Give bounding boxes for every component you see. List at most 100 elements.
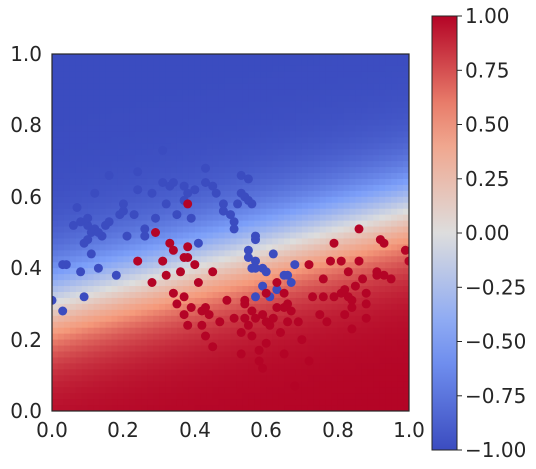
surface-cell xyxy=(224,321,232,329)
surface-cell xyxy=(93,173,101,180)
surface-cell xyxy=(52,190,59,198)
surface-cell xyxy=(194,250,202,257)
surface-cell xyxy=(171,393,178,400)
surface-cell xyxy=(242,167,249,174)
surface-cell xyxy=(242,220,249,228)
surface-cell xyxy=(307,303,315,311)
surface-cell xyxy=(171,339,178,347)
surface-cell xyxy=(391,125,398,132)
surface-cell xyxy=(367,375,374,382)
surface-cell xyxy=(230,54,238,61)
surface-cell xyxy=(385,173,392,180)
surface-cell xyxy=(307,375,315,382)
surface-cell xyxy=(367,89,374,97)
surface-cell xyxy=(141,202,148,210)
surface-cell xyxy=(218,173,226,180)
surface-cell xyxy=(165,226,172,234)
surface-cell xyxy=(194,387,202,394)
surface-cell xyxy=(69,238,77,245)
surface-cell xyxy=(69,280,77,287)
surface-cell xyxy=(278,119,285,126)
surface-cell xyxy=(397,387,404,394)
surface-cell xyxy=(165,387,172,394)
surface-cell xyxy=(182,327,190,335)
surface-cell xyxy=(212,196,220,204)
surface-cell xyxy=(266,345,273,353)
surface-cell xyxy=(93,286,101,293)
surface-cell xyxy=(200,155,208,162)
colorbar-tick-label: 0.50 xyxy=(465,113,510,137)
surface-cell xyxy=(159,65,166,73)
surface-cell xyxy=(242,345,249,353)
surface-cell xyxy=(230,333,238,341)
surface-cell xyxy=(75,125,83,132)
surface-cell xyxy=(200,238,208,245)
surface-cell xyxy=(200,173,208,180)
surface-cell xyxy=(117,143,124,150)
surface-cell xyxy=(87,125,95,132)
surface-cell xyxy=(224,113,232,121)
surface-cell xyxy=(218,214,226,222)
surface-cell xyxy=(147,345,154,353)
surface-cell xyxy=(248,107,255,115)
surface-cell xyxy=(123,54,130,61)
surface-cell xyxy=(331,155,339,162)
surface-cell xyxy=(230,286,238,293)
surface-cell xyxy=(284,137,291,144)
surface-cell xyxy=(355,59,362,67)
surface-cell xyxy=(135,54,142,61)
surface-cell xyxy=(355,95,362,103)
surface-cell xyxy=(129,125,136,132)
surface-cell xyxy=(290,292,297,299)
surface-cell xyxy=(266,101,273,109)
surface-cell xyxy=(313,202,321,210)
surface-cell xyxy=(93,83,101,91)
surface-cell xyxy=(230,309,238,317)
point-blue xyxy=(118,206,128,216)
surface-cell xyxy=(135,149,142,156)
surface-cell xyxy=(379,54,386,61)
surface-cell xyxy=(147,131,154,138)
surface-cell xyxy=(188,387,196,394)
surface-cell xyxy=(319,369,327,376)
surface-cell xyxy=(367,143,374,150)
surface-cell xyxy=(266,167,273,174)
surface-cell xyxy=(248,101,255,109)
surface-cell xyxy=(212,369,220,376)
surface-cell xyxy=(93,113,101,121)
surface-cell xyxy=(236,399,243,406)
surface-cell xyxy=(135,375,142,382)
surface-cell xyxy=(69,297,77,305)
surface-cell xyxy=(403,363,409,370)
surface-cell xyxy=(373,214,380,222)
surface-cell xyxy=(325,351,333,359)
surface-cell xyxy=(278,59,285,67)
surface-cell xyxy=(153,256,160,263)
surface-cell xyxy=(230,268,238,275)
surface-cell xyxy=(153,184,160,192)
surface-cell xyxy=(391,387,398,394)
surface-cell xyxy=(242,274,249,281)
surface-cell xyxy=(111,54,119,61)
surface-cell xyxy=(141,274,148,281)
surface-cell xyxy=(337,161,345,168)
surface-cell xyxy=(385,357,392,364)
surface-cell xyxy=(117,286,124,293)
surface-cell xyxy=(248,226,255,234)
surface-cell xyxy=(361,59,368,67)
surface-cell xyxy=(278,339,285,347)
surface-cell xyxy=(147,351,154,359)
surface-cell xyxy=(361,357,368,364)
surface-cell xyxy=(212,405,220,411)
surface-cell xyxy=(147,286,154,293)
surface-cell xyxy=(165,137,172,144)
surface-cell xyxy=(319,101,327,109)
surface-cell xyxy=(355,321,362,329)
surface-cell xyxy=(343,167,351,174)
surface-cell xyxy=(278,315,285,323)
surface-cell xyxy=(349,351,357,359)
surface-cell xyxy=(194,214,202,222)
surface-cell xyxy=(99,321,107,329)
surface-cell xyxy=(200,363,208,370)
surface-cell xyxy=(379,369,386,376)
